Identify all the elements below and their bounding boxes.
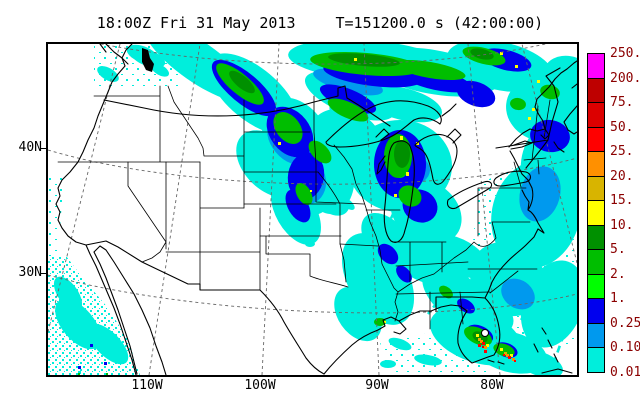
- colorbar-box: [587, 176, 605, 201]
- colorbar-box: [587, 225, 605, 250]
- colorbar-box: [587, 151, 605, 177]
- colorbar-box: [587, 53, 605, 79]
- international-borders: [85, 67, 561, 375]
- colorbar-box: [587, 274, 605, 299]
- x-axis-label: 100W: [244, 378, 276, 393]
- colorbar-value-label: 10.: [610, 218, 634, 233]
- colorbar-value-label: 200.: [610, 71, 640, 86]
- colorbar-value-label: 5.: [610, 242, 626, 257]
- colorbar-value-label: 20.: [610, 169, 634, 184]
- colorbar-box: [587, 127, 605, 152]
- precip-cyan-layer: [53, 44, 577, 375]
- y-axis-tick: [40, 148, 46, 149]
- conus-precip-map: [48, 44, 577, 375]
- x-axis-label: 90W: [365, 378, 389, 393]
- colorbar-value-label: 0.10: [610, 340, 640, 355]
- colorbar-box: [587, 200, 605, 226]
- y-axis-tick: [40, 273, 46, 274]
- colorbar-value-label: 25.: [610, 144, 634, 159]
- colorbar-value-label: 15.: [610, 193, 634, 208]
- y-axis-label: 30N: [18, 265, 42, 280]
- state-borders: [57, 85, 551, 330]
- coastlines: [55, 44, 577, 375]
- x-axis-label: 110W: [131, 378, 163, 393]
- colorbar-box: [587, 102, 605, 128]
- title-datetime: 18:00Z Fri 31 May 2013: [96, 14, 296, 32]
- colorbar-value-label: 250.: [610, 46, 640, 61]
- colorbar-box: [587, 323, 605, 348]
- colorbar-value-label: 50.: [610, 120, 634, 135]
- colorbar-value-label: 0.01: [610, 365, 640, 380]
- colorbar-box: [587, 78, 605, 103]
- colorbar-value-label: 0.25: [610, 316, 640, 331]
- x-axis-label: 80W: [480, 378, 504, 393]
- precip-green-layer: [216, 46, 560, 357]
- plot-title: 18:00Z Fri 31 May 2013 T=151200.0 s (42:…: [0, 14, 640, 32]
- colorbar-value-label: 2.: [610, 267, 626, 282]
- colorbar-value-label: 1.: [610, 291, 626, 306]
- colorbar-box: [587, 347, 605, 373]
- map-frame: [46, 42, 579, 377]
- colorbar-legend: 250. 200. 75. 50. 25. 20. 15. 10. 5. 2. 1. 0.25 0.10…: [587, 46, 640, 380]
- colorbar-box: [587, 298, 605, 324]
- precip-intense-cells: [78, 52, 540, 375]
- colorbar-value-label: 75.: [610, 95, 634, 110]
- colorbar-box: [587, 249, 605, 275]
- y-axis-label: 40N: [18, 140, 42, 155]
- title-forecast-timer: T=151200.0 s (42:00:00): [335, 14, 544, 32]
